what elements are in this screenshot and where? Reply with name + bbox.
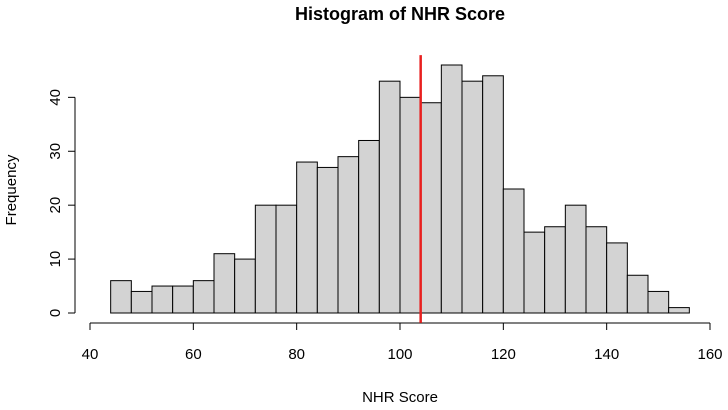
y-tick-label: 30	[47, 143, 64, 160]
y-tick-label: 20	[47, 197, 64, 214]
bar	[234, 258, 256, 314]
bar	[316, 166, 339, 314]
bar	[192, 280, 215, 314]
bar	[130, 290, 153, 314]
bar	[502, 188, 525, 314]
bar	[151, 285, 174, 314]
bar	[440, 64, 463, 314]
bar	[668, 307, 690, 314]
x-tick-label: 60	[185, 346, 202, 363]
bar	[523, 231, 546, 314]
bar	[337, 156, 360, 314]
x-tick-label: 80	[288, 346, 305, 363]
bar	[564, 204, 587, 314]
x-axis-label: NHR Score	[362, 389, 438, 406]
bar	[358, 139, 380, 314]
bar	[461, 80, 484, 314]
x-tick-label: 160	[697, 346, 722, 363]
y-axis-label: Frequency	[3, 154, 20, 225]
bar	[647, 290, 670, 314]
bar	[213, 253, 236, 314]
bar	[110, 280, 132, 314]
bar	[626, 274, 649, 314]
x-tick-label: 120	[491, 346, 516, 363]
bar	[420, 102, 442, 314]
bar	[399, 96, 422, 314]
bar	[275, 204, 298, 314]
y-tick-label: 0	[47, 309, 64, 317]
bar	[254, 204, 277, 314]
y-tick-label: 10	[47, 251, 64, 268]
bar	[378, 80, 401, 314]
bar	[585, 226, 608, 314]
bar	[606, 242, 628, 314]
bar	[172, 285, 194, 314]
y-tick-label: 40	[47, 89, 64, 106]
bar	[482, 75, 504, 314]
bar	[544, 226, 566, 314]
x-tick-label: 40	[82, 346, 99, 363]
bar	[296, 161, 318, 314]
x-tick-label: 140	[594, 346, 619, 363]
x-tick-label: 100	[387, 346, 412, 363]
chart-title: Histogram of NHR Score	[295, 4, 505, 24]
